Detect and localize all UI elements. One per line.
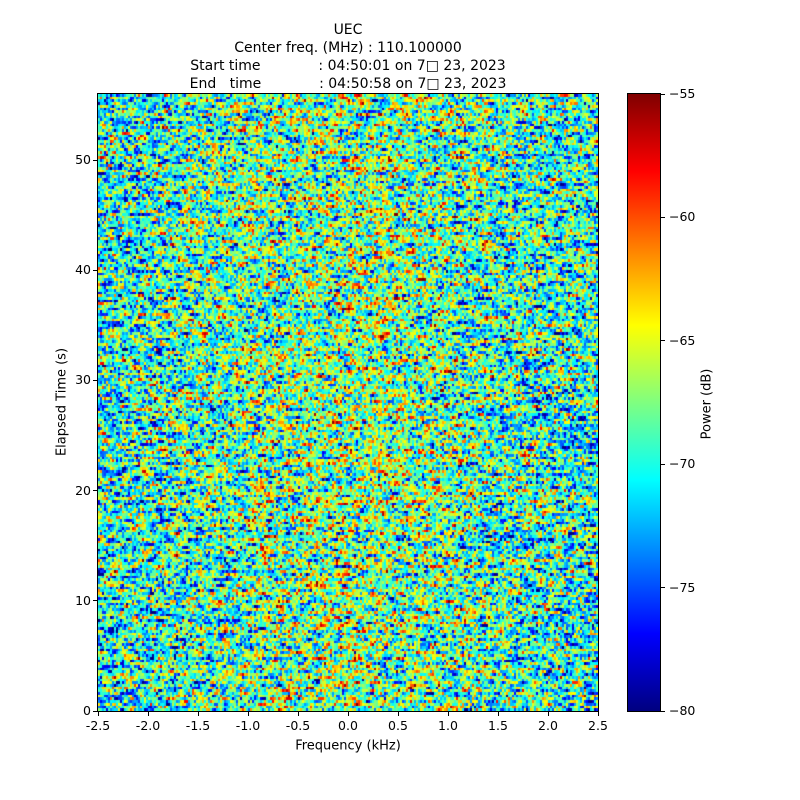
y-axis-tick (93, 269, 97, 271)
chart-title: UEC (333, 22, 363, 38)
y-axis-label: Elapsed Time (s) (54, 347, 70, 457)
y-axis-tick-label: 30 (75, 372, 91, 388)
colorbar-tick (661, 587, 665, 589)
x-axis-tick-label: -2.0 (135, 718, 161, 733)
x-axis-tick (547, 712, 549, 716)
x-axis-tick-label: 0.5 (388, 718, 408, 733)
x-axis-tick (397, 712, 399, 716)
x-axis-tick-label: -1.5 (185, 718, 211, 733)
x-axis-tick-label: 2.0 (538, 718, 558, 733)
colorbar-tick-label: −80 (669, 703, 696, 718)
y-axis-tick-label: 50 (75, 152, 91, 168)
x-axis-tick (297, 712, 299, 716)
y-axis-tick (93, 710, 97, 712)
x-axis-tick (197, 712, 199, 716)
colorbar (627, 93, 661, 712)
y-axis-tick (93, 159, 97, 161)
plot-frame (97, 93, 599, 712)
y-axis-tick-label: 10 (75, 592, 91, 608)
colorbar-tick-label: −70 (669, 456, 696, 472)
y-axis-tick-label: 20 (75, 482, 91, 498)
x-axis-tick-label: 1.5 (488, 718, 508, 733)
x-axis-tick-label: 2.5 (588, 718, 608, 733)
spectrogram-canvas (98, 94, 598, 711)
x-axis-tick-label: -1.0 (235, 718, 261, 733)
colorbar-tick (661, 340, 665, 342)
y-axis-tick (93, 490, 97, 492)
x-axis-tick (447, 712, 449, 716)
colorbar-tick (661, 216, 665, 218)
x-axis-tick (97, 712, 99, 716)
x-axis-tick (247, 712, 249, 716)
colorbar-tick-label: −55 (669, 86, 696, 101)
colorbar-label: Power (dB) (699, 368, 715, 440)
colorbar-tick-label: −75 (669, 579, 696, 595)
y-axis-tick (93, 379, 97, 381)
chart-subtitle-line-end-time: End time : 04:50:58 on 7□ 23, 2023 (189, 76, 507, 92)
colorbar-tick (661, 463, 665, 465)
y-axis-tick (93, 600, 97, 602)
x-axis-tick (147, 712, 149, 716)
chart-subtitle-line-start-time: Start time : 04:50:01 on 7□ 23, 2023 (190, 58, 506, 74)
x-axis-tick-label: 0.0 (338, 718, 358, 733)
colorbar-tick-label: −60 (669, 209, 696, 225)
chart-subtitle-line-center-freq: Center freq. (MHz) : 110.100000 (234, 40, 462, 56)
x-axis-tick (497, 712, 499, 716)
x-axis-label: Frequency (kHz) (295, 738, 401, 754)
x-axis-tick-label: -0.5 (285, 718, 311, 733)
y-axis-tick-label: 0 (83, 703, 91, 718)
y-axis-tick-label: 40 (75, 262, 91, 278)
x-axis-tick-label: -2.5 (85, 718, 111, 733)
x-axis-tick-label: 1.0 (438, 718, 458, 733)
colorbar-tick-label: −65 (669, 332, 696, 348)
colorbar-tick (661, 710, 665, 712)
colorbar-tick (661, 93, 665, 95)
title-block: UEC Center freq. (MHz) : 110.100000 Star… (97, 21, 599, 93)
x-axis-tick (347, 712, 349, 716)
x-axis-tick (597, 712, 599, 716)
